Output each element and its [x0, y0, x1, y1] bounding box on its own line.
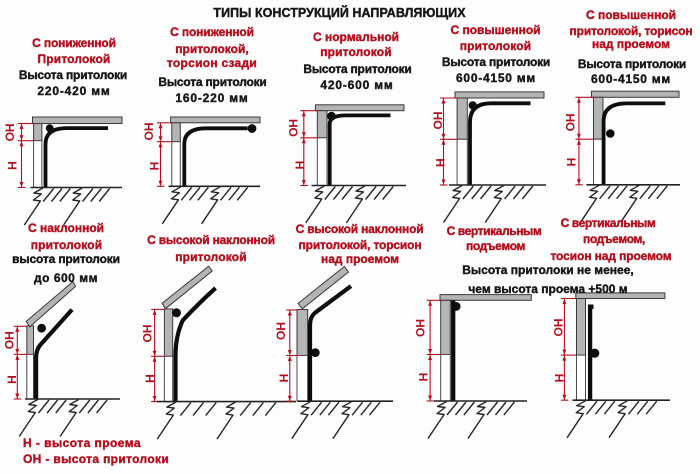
svg-text:Н: Н	[565, 158, 579, 167]
svg-text:Н: Н	[277, 374, 291, 383]
svg-text:ОН: ОН	[3, 123, 17, 141]
svg-text:Н: Н	[5, 375, 19, 384]
svg-text:Н: Н	[143, 374, 157, 383]
svg-text:ОН: ОН	[142, 123, 156, 141]
svg-text:ОН: ОН	[141, 325, 155, 343]
svg-text:ОН: ОН	[274, 322, 288, 340]
svg-text:Н: Н	[293, 161, 307, 170]
svg-text:ОН: ОН	[3, 331, 17, 349]
svg-text:ОН: ОН	[552, 319, 566, 337]
svg-text:ОН: ОН	[414, 319, 428, 337]
svg-text:ОН: ОН	[287, 119, 301, 137]
svg-text:Н: Н	[148, 162, 162, 171]
svg-text:Н: Н	[434, 158, 448, 167]
svg-text:Н: Н	[6, 161, 20, 170]
svg-text:ОН: ОН	[564, 113, 578, 131]
svg-text:Н: Н	[416, 373, 430, 382]
svg-text:ОН: ОН	[431, 112, 445, 130]
svg-text:Н: Н	[553, 374, 567, 383]
